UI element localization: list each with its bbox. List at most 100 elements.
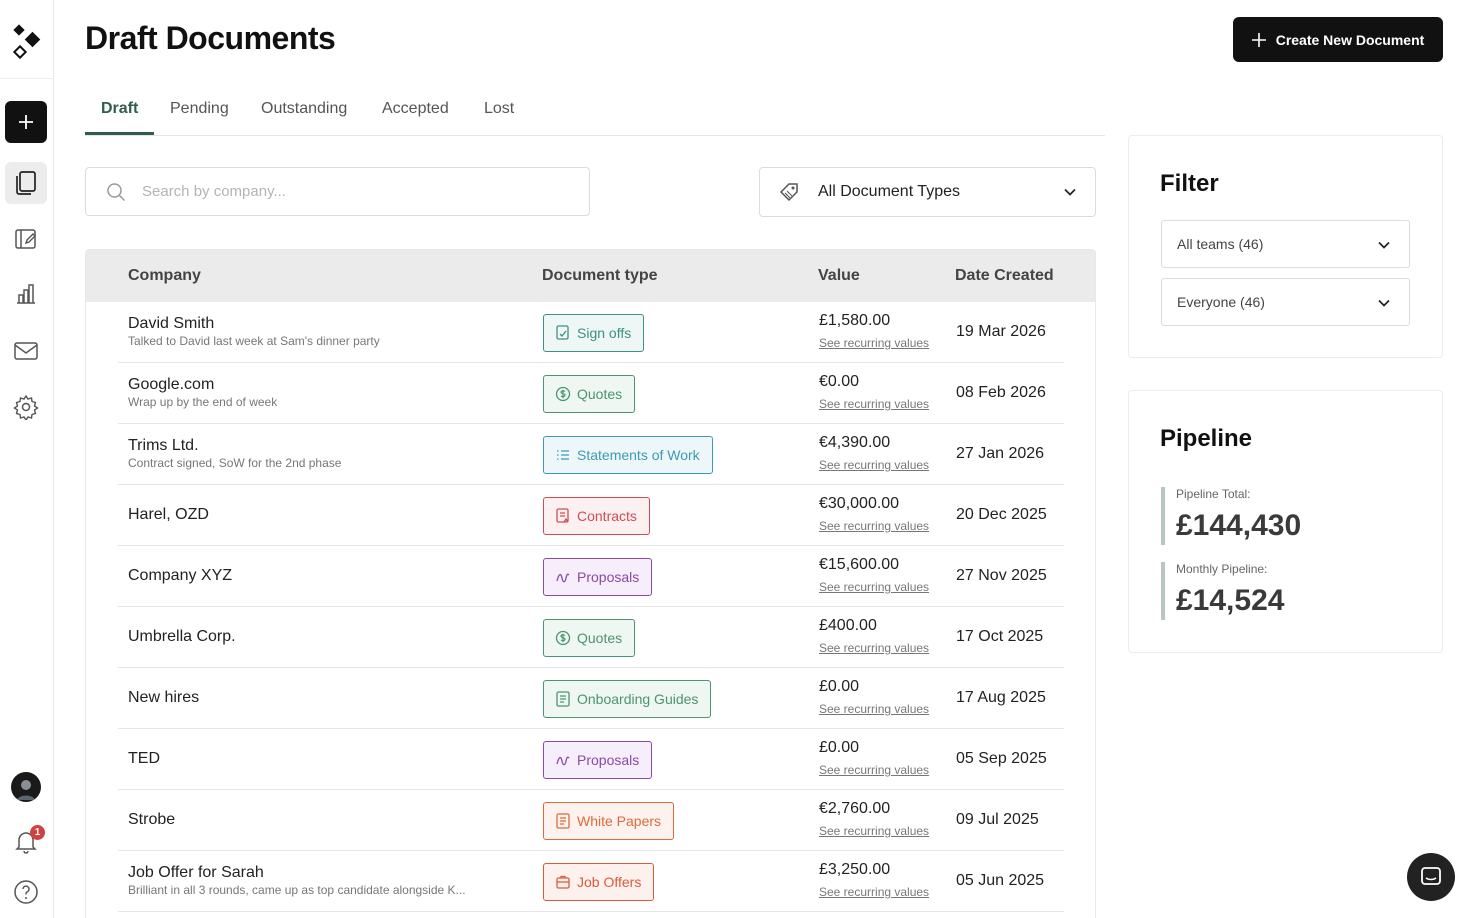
monthly-pipeline-bar	[1161, 562, 1165, 620]
document-type-dropdown[interactable]: All Document Types	[759, 167, 1096, 217]
document-type-badge[interactable]: Job Offers	[543, 863, 655, 901]
date-created: 05 Sep 2025	[956, 750, 1047, 767]
see-recurring-values-link[interactable]: See recurring values	[819, 397, 930, 411]
chat-launcher-button[interactable]	[1407, 853, 1455, 901]
sidebar: 1	[0, 0, 54, 918]
nav-notifications[interactable]	[5, 821, 47, 863]
company-note: Talked to David last week at Sam's dinne…	[128, 334, 380, 348]
status-tabs: Draft Pending Outstanding Accepted Lost	[85, 90, 1105, 136]
col-document-type[interactable]: Document type	[542, 267, 658, 284]
tag-icon	[779, 183, 798, 202]
document-type-label: Quotes	[577, 386, 623, 402]
chart-icon	[17, 284, 35, 304]
document-type-value: All Document Types	[818, 183, 960, 200]
nav-editor[interactable]	[5, 218, 47, 260]
document-type-badge[interactable]: Statements of Work	[543, 436, 713, 474]
table-row[interactable]: Trims Ltd. Contract signed, SoW for the 2…	[118, 424, 1064, 485]
table-row[interactable]: Company XYZ Proposals €15,600.00 See recurr…	[118, 546, 1064, 607]
document-type-badge[interactable]: Quotes	[543, 375, 636, 413]
document-type-label: Proposals	[577, 752, 640, 768]
pipeline-card: Pipeline Pipeline Total: £144,430 Monthl…	[1128, 390, 1443, 653]
document-icon	[556, 813, 570, 829]
document-value: €15,600.00	[819, 556, 900, 573]
pipeline-total-bar	[1161, 487, 1165, 545]
date-created: 20 Dec 2025	[956, 506, 1047, 523]
tab-draft[interactable]: Draft	[101, 100, 139, 117]
document-type-label: Quotes	[577, 630, 623, 646]
document-value: £3,250.00	[819, 861, 891, 878]
see-recurring-values-link[interactable]: See recurring values	[819, 885, 930, 899]
see-recurring-values-link[interactable]: See recurring values	[819, 519, 930, 533]
col-date-created[interactable]: Date Created	[955, 267, 1054, 284]
logo-icon[interactable]	[12, 24, 42, 62]
nav-reports[interactable]	[5, 273, 47, 315]
see-recurring-values-link[interactable]: See recurring values	[819, 824, 930, 838]
teams-value: All teams (46)	[1177, 236, 1264, 252]
tab-outstanding[interactable]: Outstanding	[261, 100, 348, 117]
quick-add-button[interactable]	[5, 101, 47, 143]
document-type-badge[interactable]: Quotes	[543, 619, 636, 657]
search-box	[85, 167, 590, 216]
people-dropdown[interactable]: Everyone (46)	[1161, 278, 1410, 326]
pipeline-title: Pipeline	[1160, 425, 1253, 452]
create-new-document-button[interactable]: Create New Document	[1233, 17, 1443, 62]
table-row[interactable]: TED Proposals £0.00 See recurring values 05 …	[118, 729, 1064, 790]
see-recurring-values-link[interactable]: See recurring values	[819, 641, 930, 655]
table-row[interactable]: David Smith Talked to David last week at …	[118, 302, 1064, 363]
page-title: Draft Documents	[85, 20, 336, 56]
signature-icon	[556, 756, 570, 766]
document-type-label: Onboarding Guides	[577, 691, 699, 707]
nav-help[interactable]	[5, 871, 47, 913]
nav-settings[interactable]	[5, 386, 47, 428]
tab-pending[interactable]: Pending	[170, 100, 229, 117]
list-icon	[557, 450, 569, 460]
see-recurring-values-link[interactable]: See recurring values	[819, 336, 930, 350]
signature-icon	[556, 573, 570, 583]
search-input[interactable]	[142, 183, 542, 200]
edit-doc-icon	[15, 229, 36, 249]
date-created: 09 Jul 2025	[956, 811, 1039, 828]
table-row[interactable]: Google.com Wrap up by the end of week Quot…	[118, 363, 1064, 424]
company-note: Contract signed, SoW for the 2nd phase	[128, 456, 342, 470]
tab-accepted[interactable]: Accepted	[382, 100, 449, 117]
col-value[interactable]: Value	[818, 267, 860, 284]
plus-icon	[19, 115, 33, 129]
contract-icon	[556, 508, 569, 523]
monthly-pipeline-label: Monthly Pipeline:	[1176, 562, 1268, 576]
table-row[interactable]: Harel, OZD Contracts €30,000.00 See recurri…	[118, 485, 1064, 546]
col-company[interactable]: Company	[128, 267, 201, 284]
document-type-badge[interactable]: Contracts	[543, 497, 650, 535]
document-type-badge[interactable]: Proposals	[543, 558, 653, 596]
date-created: 27 Nov 2025	[956, 567, 1047, 584]
see-recurring-values-link[interactable]: See recurring values	[819, 702, 930, 716]
document-value: €0.00	[819, 373, 860, 390]
filter-title: Filter	[1160, 170, 1219, 197]
mail-icon	[14, 342, 38, 360]
tab-lost[interactable]: Lost	[484, 100, 515, 117]
date-created: 19 Mar 2026	[956, 323, 1046, 340]
document-type-badge[interactable]: Sign offs	[543, 314, 645, 352]
date-created: 05 Jun 2025	[956, 872, 1045, 889]
pipeline-total-label: Pipeline Total:	[1176, 487, 1251, 501]
document-type-badge[interactable]: Onboarding Guides	[543, 680, 712, 718]
document-value: €30,000.00	[819, 495, 900, 512]
see-recurring-values-link[interactable]: See recurring values	[819, 580, 930, 594]
table-row[interactable]: Job Offer for Sarah Brilliant in all 3 ro…	[118, 851, 1064, 912]
date-created: 17 Oct 2025	[956, 628, 1044, 645]
company-name: Harel, OZD	[128, 506, 209, 523]
table-header: Company Document type Value Date Created	[86, 250, 1095, 302]
nav-documents[interactable]	[5, 162, 47, 204]
gear-icon	[13, 394, 39, 420]
table-row[interactable]: New hires Onboarding Guides £0.00 See recur…	[118, 668, 1064, 729]
table-row[interactable]: Strobe White Papers €2,760.00 See recurring…	[118, 790, 1064, 851]
teams-dropdown[interactable]: All teams (46)	[1161, 220, 1410, 268]
document-type-badge[interactable]: White Papers	[543, 802, 675, 840]
avatar[interactable]	[11, 772, 41, 802]
see-recurring-values-link[interactable]: See recurring values	[819, 763, 930, 777]
sidebar-divider	[0, 78, 53, 79]
document-type-badge[interactable]: Proposals	[543, 741, 653, 779]
documents-icon	[16, 171, 36, 195]
nav-mail[interactable]	[5, 330, 47, 372]
see-recurring-values-link[interactable]: See recurring values	[819, 458, 930, 472]
table-row[interactable]: Umbrella Corp. Quotes £400.00 See recurring…	[118, 607, 1064, 668]
